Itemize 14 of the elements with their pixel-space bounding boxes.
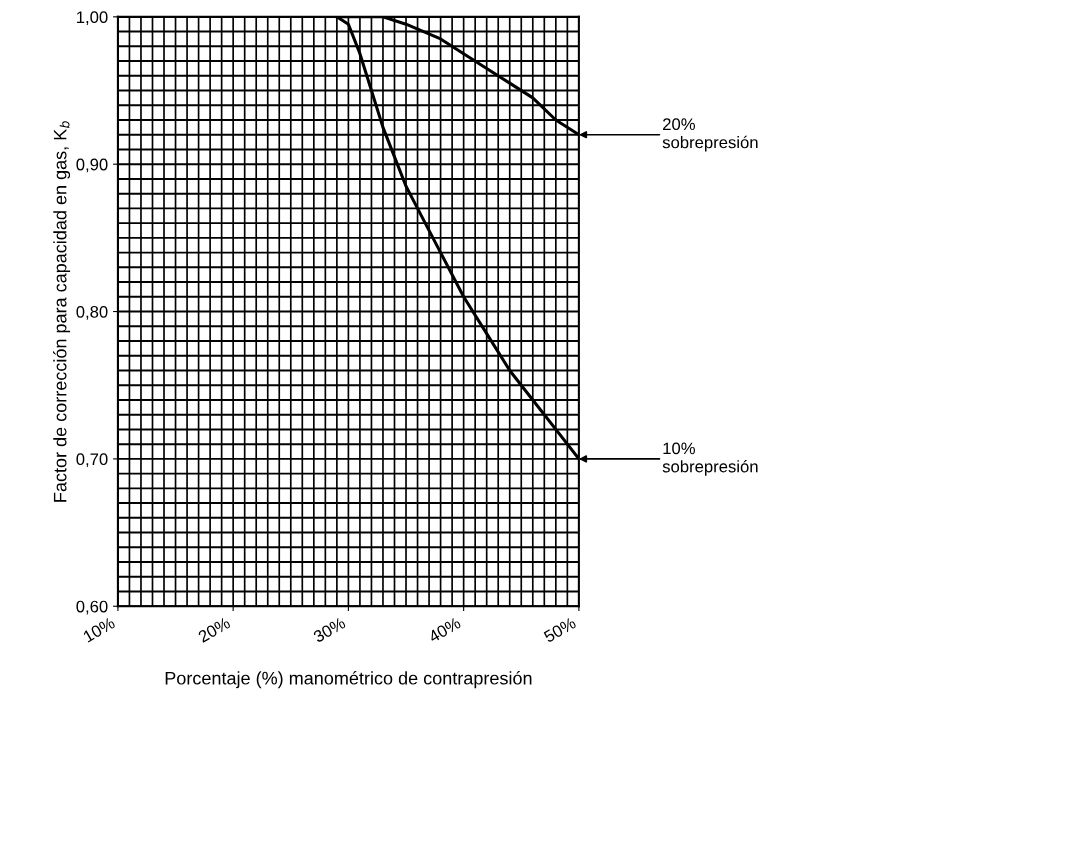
text: 10% sobrepresión [662,442,758,476]
x-tick-label: 30% [312,616,347,643]
x-tick-label: 50% [543,616,577,643]
y-tick-label: 0,60 [76,600,108,615]
y-tick-label: 1,00 [77,11,108,26]
x-tick-label: 40% [427,616,462,644]
y-tick-label: 0,80 [76,305,108,320]
y-tick-label: 0,70 [76,453,108,468]
x-axis-title: Porcentaje (%) manométrico de contrapresión [165,671,532,689]
x-tick-label: 20% [197,616,231,643]
y-tick-label: 0,90 [76,158,108,173]
y-axis-title: Factor de corrección para capacidad en gas, K$_{b}$ [53,121,71,502]
text: 20% sobrepresión [662,118,758,152]
x-tick-label: 10% [82,616,116,643]
